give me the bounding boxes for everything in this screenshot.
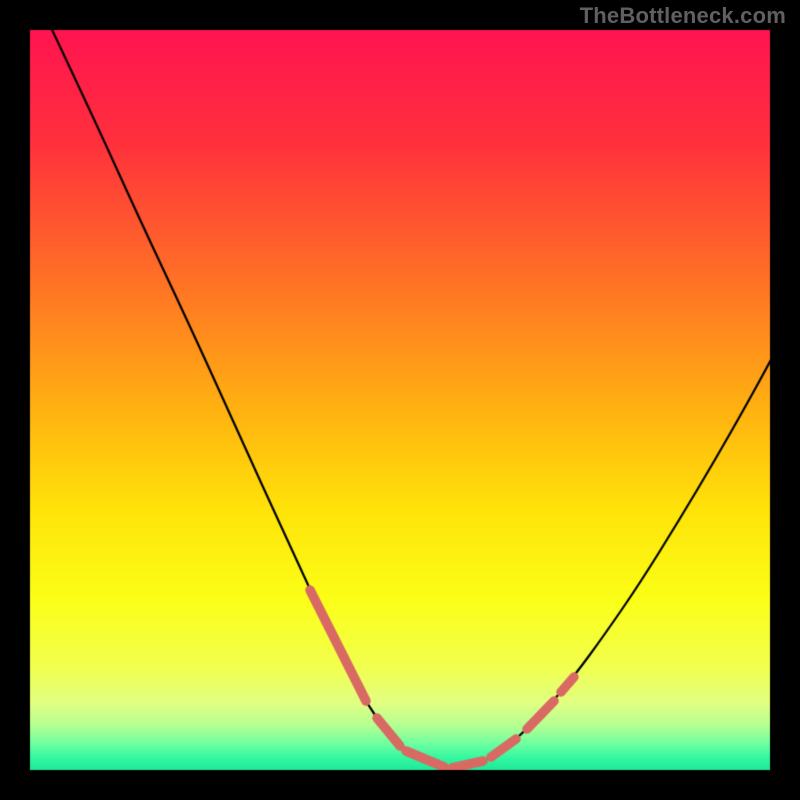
attribution-label: TheBottleneck.com — [580, 3, 786, 29]
chart-stage: TheBottleneck.com — [0, 0, 800, 800]
bottleneck-chart-canvas — [0, 0, 800, 800]
